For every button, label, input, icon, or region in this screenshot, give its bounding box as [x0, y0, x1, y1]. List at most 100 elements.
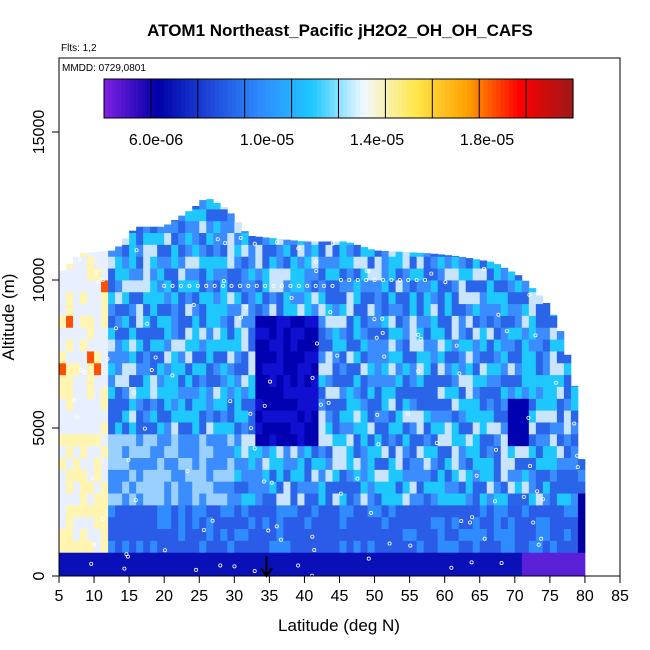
- heatmap-cell: [255, 552, 263, 565]
- heatmap-cell: [486, 552, 495, 565]
- heatmap-cell: [381, 280, 389, 293]
- heatmap-cell: [486, 504, 495, 518]
- flight-point: [124, 552, 129, 557]
- x-tick-label: 70: [506, 588, 524, 605]
- heatmap-cell: [80, 303, 88, 316]
- flight-point: [527, 292, 532, 297]
- heatmap-cell: [304, 445, 312, 458]
- heatmap-cell: [514, 481, 523, 494]
- heatmap-cell: [227, 457, 235, 470]
- colorbar-strip: [538, 79, 544, 118]
- heatmap-cell: [444, 327, 453, 340]
- heatmap-cell: [318, 315, 326, 328]
- heatmap-cell: [458, 540, 467, 553]
- heatmap-cell: [255, 564, 263, 577]
- heatmap-cell: [430, 280, 439, 293]
- heatmap-cell: [514, 280, 523, 293]
- heatmap-cell: [500, 528, 509, 541]
- colorbar-strip: [304, 79, 310, 118]
- heatmap-cell: [192, 386, 200, 399]
- heatmap-cell: [514, 516, 523, 530]
- colorbar-strip: [104, 79, 109, 118]
- heatmap-cell: [472, 552, 481, 565]
- heatmap-cell: [192, 351, 200, 364]
- heatmap-cell: [269, 351, 277, 364]
- heatmap-cell: [535, 327, 544, 340]
- heatmap-cell: [171, 528, 179, 541]
- heatmap-cell: [220, 504, 228, 518]
- heatmap-cell: [409, 374, 418, 387]
- flight-point: [204, 283, 209, 288]
- heatmap-cell: [136, 226, 144, 234]
- heatmap-cell: [388, 351, 396, 364]
- heatmap-cell: [332, 469, 340, 482]
- heatmap-cell: [493, 303, 502, 316]
- flight-point: [133, 498, 138, 503]
- heatmap-cell: [185, 457, 193, 470]
- heatmap-cell: [556, 433, 565, 447]
- heatmap-cell: [360, 469, 368, 482]
- heatmap-cell: [241, 362, 249, 376]
- heatmap-cell: [367, 493, 375, 506]
- heatmap-cell: [549, 504, 558, 518]
- flight-point: [330, 241, 335, 246]
- colorbar-strip: [244, 79, 250, 118]
- heatmap-cell: [276, 552, 284, 565]
- heatmap-cell: [360, 493, 368, 506]
- flight-point: [254, 283, 259, 288]
- heatmap-cell: [409, 540, 418, 553]
- heatmap-cell: [143, 232, 151, 245]
- heatmap-cell: [409, 564, 418, 577]
- heatmap-cell: [500, 493, 509, 506]
- colorbar-strip: [155, 79, 161, 118]
- heatmap-cell: [451, 493, 460, 506]
- heatmap-cell: [143, 422, 151, 435]
- heatmap-cell: [185, 386, 193, 399]
- heatmap-cell: [59, 504, 67, 518]
- latitude-marker: [260, 556, 273, 578]
- heatmap-cell: [73, 362, 81, 376]
- heatmap-cell: [563, 552, 572, 565]
- colorbar-strip: [236, 79, 242, 118]
- heatmap-cell: [241, 351, 249, 364]
- heatmap-cell: [227, 268, 235, 281]
- heatmap-cell: [73, 564, 81, 577]
- heatmap-cell: [500, 445, 509, 458]
- heatmap-cell: [339, 481, 347, 494]
- x-tick-label: 25: [190, 588, 208, 605]
- heatmap-cell: [206, 315, 214, 328]
- colorbar-strip: [470, 79, 476, 118]
- heatmap-cell: [192, 208, 200, 222]
- heatmap-cell: [94, 386, 102, 399]
- heatmap-cell: [311, 540, 319, 553]
- heatmap-cell: [556, 351, 565, 364]
- heatmap-cell: [220, 493, 228, 506]
- flight-point: [122, 566, 127, 571]
- heatmap-cell: [514, 540, 523, 553]
- heatmap-cell: [262, 481, 270, 494]
- heatmap-cell: [521, 339, 530, 352]
- flight-point: [535, 489, 540, 494]
- heatmap-cell: [353, 374, 361, 387]
- heatmap-cell: [311, 445, 319, 458]
- heatmap-cell: [94, 552, 102, 565]
- heatmap-cell: [101, 445, 109, 458]
- heatmap-cell: [220, 457, 228, 470]
- heatmap-cell: [227, 351, 235, 364]
- heatmap-cell: [178, 351, 186, 364]
- heatmap-cell: [507, 540, 516, 553]
- heatmap-cell: [402, 315, 411, 328]
- heatmap-cell: [556, 386, 565, 399]
- heatmap-cell: [570, 386, 579, 399]
- heatmap-cell: [332, 422, 340, 435]
- heatmap-cell: [577, 552, 586, 565]
- heatmap-cell: [416, 252, 425, 257]
- heatmap-cell: [157, 469, 165, 482]
- colorbar-strip: [504, 79, 510, 118]
- heatmap-cell: [521, 540, 530, 553]
- heatmap-cell: [143, 386, 151, 399]
- heatmap-cell: [444, 362, 453, 376]
- heatmap-cell: [157, 339, 165, 352]
- heatmap-cell: [269, 268, 277, 281]
- heatmap-cell: [248, 540, 256, 553]
